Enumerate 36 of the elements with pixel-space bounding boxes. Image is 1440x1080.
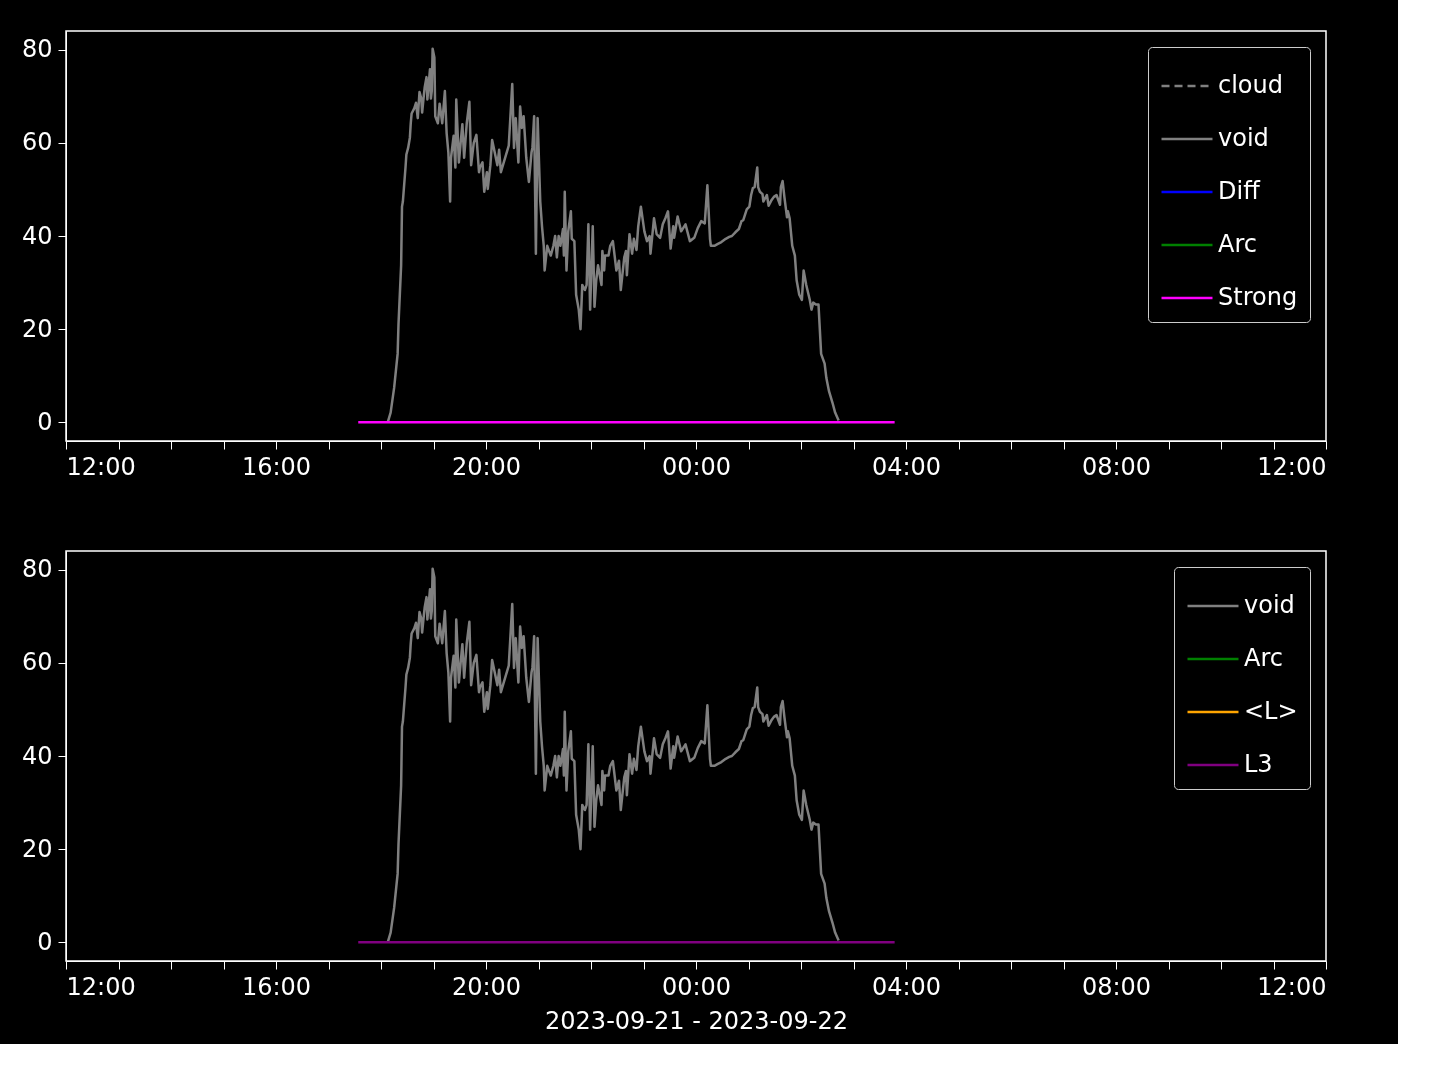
x-tick-label: 12:00 <box>1257 452 1327 481</box>
legend-label: Arc <box>1244 644 1283 672</box>
legend-label: Arc <box>1218 230 1257 258</box>
x-axis-title: 2023-09-21 - 2023-09-22 <box>545 1006 848 1035</box>
y-tick-label: 60 <box>21 128 53 157</box>
legend-label: cloud <box>1218 71 1283 99</box>
x-tick-label: 16:00 <box>241 452 312 481</box>
x-tick-label: 12:00 <box>66 972 136 1001</box>
x-tick-label: 00:00 <box>661 452 732 481</box>
y-tick-label: 0 <box>37 407 53 436</box>
x-tick-label: 12:00 <box>66 452 136 481</box>
x-tick-label: 20:00 <box>451 972 522 1001</box>
x-tick-label: 16:00 <box>241 972 312 1001</box>
legend-label: Diff <box>1218 177 1261 205</box>
y-tick-label: 40 <box>21 221 53 250</box>
legend-label: void <box>1218 124 1269 152</box>
y-tick-label: 80 <box>21 555 53 584</box>
x-tick-label: 12:00 <box>1257 972 1327 1001</box>
y-tick-label: 0 <box>37 927 53 956</box>
x-tick-label: 08:00 <box>1081 452 1152 481</box>
legend-label: void <box>1244 591 1295 619</box>
y-tick-label: 20 <box>21 314 53 343</box>
legend-label: Strong <box>1218 283 1298 311</box>
y-tick-label: 20 <box>21 834 53 863</box>
line-series <box>386 47 840 423</box>
y-tick-label: 80 <box>21 35 53 64</box>
y-tick-label: 60 <box>21 648 53 677</box>
legend-label: <L> <box>1244 697 1298 725</box>
x-tick-label: 20:00 <box>451 452 522 481</box>
x-tick-label: 04:00 <box>871 972 942 1001</box>
legend-label: L3 <box>1244 750 1273 778</box>
x-tick-label: 08:00 <box>1081 972 1152 1001</box>
x-tick-label: 00:00 <box>661 972 732 1001</box>
y-tick-label: 40 <box>21 741 53 770</box>
x-tick-label: 04:00 <box>871 452 942 481</box>
line-series <box>386 567 840 943</box>
